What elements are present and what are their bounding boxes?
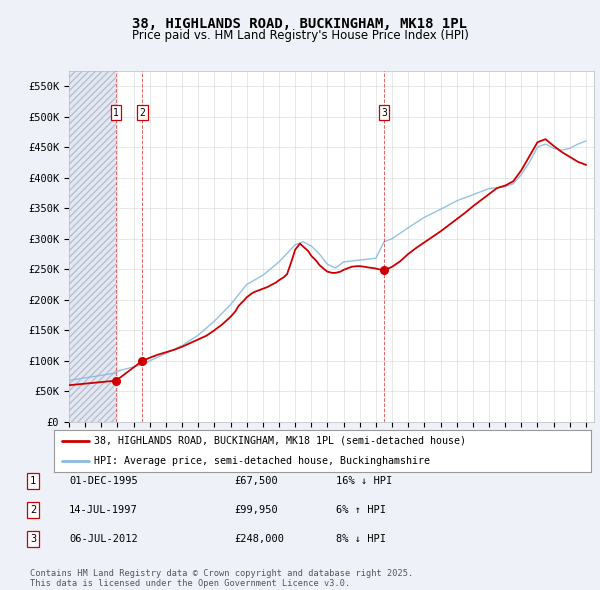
- Text: 2: 2: [30, 505, 36, 514]
- Text: 06-JUL-2012: 06-JUL-2012: [69, 534, 138, 543]
- Text: 38, HIGHLANDS ROAD, BUCKINGHAM, MK18 1PL: 38, HIGHLANDS ROAD, BUCKINGHAM, MK18 1PL: [133, 17, 467, 31]
- Text: 01-DEC-1995: 01-DEC-1995: [69, 476, 138, 486]
- Text: £99,950: £99,950: [234, 505, 278, 514]
- Text: 3: 3: [30, 534, 36, 543]
- Text: 38, HIGHLANDS ROAD, BUCKINGHAM, MK18 1PL (semi-detached house): 38, HIGHLANDS ROAD, BUCKINGHAM, MK18 1PL…: [94, 436, 466, 446]
- Text: HPI: Average price, semi-detached house, Buckinghamshire: HPI: Average price, semi-detached house,…: [94, 457, 430, 466]
- Text: 3: 3: [381, 108, 387, 118]
- Text: 2: 2: [139, 108, 145, 118]
- Text: £67,500: £67,500: [234, 476, 278, 486]
- Text: 1: 1: [113, 108, 119, 118]
- Text: £248,000: £248,000: [234, 534, 284, 543]
- Text: 6% ↑ HPI: 6% ↑ HPI: [336, 505, 386, 514]
- Text: 14-JUL-1997: 14-JUL-1997: [69, 505, 138, 514]
- Text: 1: 1: [30, 476, 36, 486]
- Text: 16% ↓ HPI: 16% ↓ HPI: [336, 476, 392, 486]
- Text: 8% ↓ HPI: 8% ↓ HPI: [336, 534, 386, 543]
- Text: Price paid vs. HM Land Registry's House Price Index (HPI): Price paid vs. HM Land Registry's House …: [131, 30, 469, 42]
- Text: Contains HM Land Registry data © Crown copyright and database right 2025.
This d: Contains HM Land Registry data © Crown c…: [30, 569, 413, 588]
